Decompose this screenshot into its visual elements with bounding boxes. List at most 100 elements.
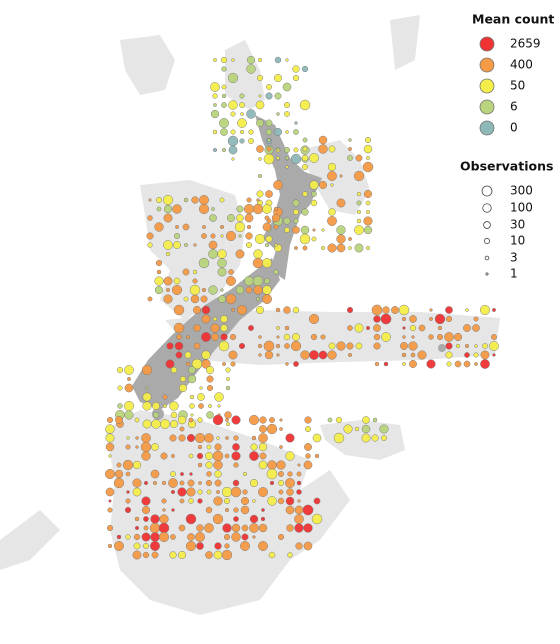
observation-dot <box>205 479 213 487</box>
observation-dot <box>293 209 299 215</box>
observation-dot <box>237 118 247 128</box>
observation-dot <box>185 513 197 525</box>
observation-dot <box>201 233 207 239</box>
observation-dot <box>267 496 277 506</box>
observation-dot <box>210 233 216 239</box>
observation-dot <box>134 417 140 423</box>
observation-dot <box>401 316 407 322</box>
observation-dot <box>480 350 490 360</box>
observation-dot <box>230 129 236 135</box>
observation-dot <box>170 366 178 374</box>
observation-dot <box>343 424 353 434</box>
observation-dot <box>262 294 272 304</box>
observation-dot <box>284 343 290 349</box>
observation-dot <box>379 424 389 434</box>
observation-dot <box>296 480 302 486</box>
observation-dot <box>273 206 279 212</box>
observation-dot <box>354 225 364 235</box>
observation-dot <box>286 488 294 496</box>
observation-dot <box>492 308 496 312</box>
observation-dot <box>201 305 211 315</box>
observation-dot <box>252 257 264 269</box>
observation-dot <box>132 550 142 560</box>
observation-dot <box>453 332 463 342</box>
observation-dot <box>154 276 164 286</box>
observation-dot <box>429 308 433 312</box>
observation-dot <box>142 419 152 429</box>
observation-dot <box>199 386 203 390</box>
observation-dot <box>216 490 220 494</box>
observation-dot <box>336 341 346 351</box>
observation-dot <box>274 92 282 100</box>
observation-dot <box>336 198 346 208</box>
observation-dot <box>363 144 373 154</box>
observation-dot <box>252 203 264 215</box>
observation-dot <box>265 235 273 243</box>
observation-dot <box>245 286 253 294</box>
observation-dot <box>273 180 283 190</box>
observation-dot <box>263 153 275 165</box>
observation-dot <box>445 342 453 350</box>
observation-dot <box>285 505 295 515</box>
observation-dot <box>445 315 453 323</box>
observation-dot <box>248 138 254 144</box>
observation-dot <box>220 333 228 341</box>
observation-dot <box>409 315 417 323</box>
observation-dot <box>217 404 221 408</box>
observation-dot <box>373 324 381 332</box>
observation-dot <box>273 224 279 230</box>
observation-dot <box>356 200 362 206</box>
observation-dot <box>266 423 278 435</box>
observation-dot <box>284 325 290 331</box>
observation-dot <box>184 243 188 247</box>
observation-dot <box>212 450 224 462</box>
observation-dot <box>336 243 346 253</box>
observation-dot <box>273 73 283 83</box>
observation-dot <box>198 257 210 269</box>
observation-dot <box>208 249 218 259</box>
observation-dot <box>236 214 244 222</box>
observation-dot <box>214 392 224 402</box>
observation-dot <box>204 433 214 443</box>
observation-dot <box>347 155 353 161</box>
observation-dot <box>221 93 227 99</box>
observation-dot <box>278 480 284 486</box>
observation-dot <box>210 109 220 119</box>
legend-label: 100 <box>510 201 533 215</box>
observation-dot <box>284 111 290 117</box>
observation-dot <box>309 180 319 190</box>
observation-dot <box>276 112 280 116</box>
observation-dot <box>213 496 223 506</box>
observation-dot <box>355 342 363 350</box>
observation-dot <box>205 551 213 559</box>
legend-swatch <box>479 78 495 94</box>
observation-dot <box>169 434 177 442</box>
observation-dot <box>206 471 212 477</box>
observation-dot <box>198 203 210 215</box>
observation-dot <box>175 351 183 359</box>
observation-dot <box>373 333 381 341</box>
observation-dot <box>365 325 371 331</box>
observation-dot <box>140 441 152 453</box>
observation-dot <box>300 225 310 235</box>
observation-dot <box>113 477 125 489</box>
observation-dot <box>347 325 353 331</box>
observation-dot <box>283 217 291 225</box>
observation-dot <box>231 157 235 161</box>
observation-dot <box>105 433 115 443</box>
observation-dot <box>473 352 479 358</box>
legend-label: 3 <box>510 251 518 265</box>
observation-dot <box>155 259 163 267</box>
observation-dot <box>228 100 238 110</box>
observation-dot <box>154 285 164 295</box>
observation-dot <box>179 426 185 432</box>
observation-dot <box>361 424 371 434</box>
observation-dot <box>348 138 352 142</box>
observation-dot <box>116 534 122 540</box>
observation-dot <box>189 472 193 476</box>
observation-dot <box>417 350 427 360</box>
observation-dot <box>400 342 408 350</box>
observation-dot <box>168 478 178 488</box>
observation-dot <box>188 498 194 504</box>
observation-dot <box>293 361 299 367</box>
